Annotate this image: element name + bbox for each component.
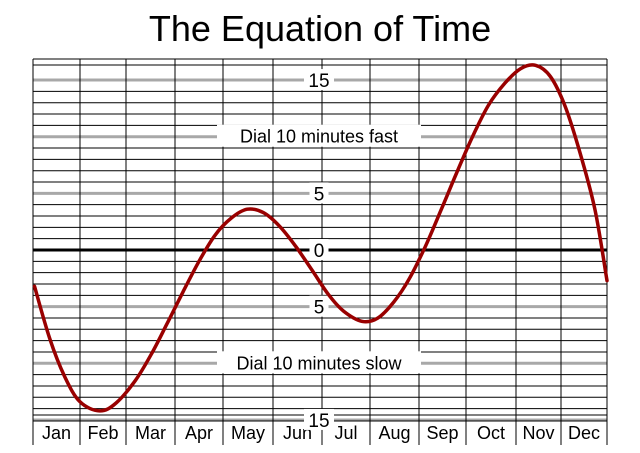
data-point bbox=[503, 82, 506, 85]
data-point bbox=[245, 208, 249, 211]
annotation-bg bbox=[217, 351, 421, 374]
data-point bbox=[326, 292, 330, 296]
data-point bbox=[605, 279, 609, 282]
data-point bbox=[579, 152, 582, 155]
data-point bbox=[33, 285, 36, 288]
month-label: Oct bbox=[477, 423, 505, 443]
annotation-label: Dial 10 minutes fast bbox=[240, 127, 398, 147]
data-point bbox=[549, 75, 552, 78]
data-point bbox=[311, 269, 314, 272]
month-label: Jan bbox=[42, 423, 71, 443]
data-point bbox=[134, 379, 137, 382]
month-label: Jul bbox=[334, 423, 357, 443]
data-point bbox=[48, 337, 51, 340]
tick-label-bg bbox=[309, 239, 329, 260]
y-tick-label: 15 bbox=[308, 411, 329, 432]
data-point bbox=[294, 245, 298, 248]
data-point bbox=[262, 211, 265, 214]
data-point bbox=[455, 171, 458, 175]
data-point bbox=[408, 277, 411, 280]
data-point bbox=[181, 290, 185, 294]
month-label: Feb bbox=[87, 423, 118, 443]
chart-title: The Equation of Time bbox=[148, 8, 492, 49]
data-point bbox=[98, 409, 101, 413]
data-point bbox=[229, 217, 233, 220]
month-label: Apr bbox=[185, 423, 213, 443]
tick-label-bg bbox=[309, 182, 329, 204]
tick-label-bg bbox=[304, 408, 334, 430]
data-point bbox=[534, 64, 537, 67]
annotations: Dial 10 minutes fast Dial 10 minutes slow bbox=[217, 124, 421, 374]
y-tick-label: 5 bbox=[314, 184, 325, 205]
data-point bbox=[197, 260, 201, 263]
month-label: May bbox=[231, 423, 265, 443]
data-point bbox=[392, 300, 395, 304]
data-point bbox=[376, 316, 380, 320]
data-point bbox=[78, 400, 82, 404]
data-point bbox=[114, 401, 118, 405]
annotation-label: Dial 10 minutes slow bbox=[236, 353, 402, 373]
data-point bbox=[165, 322, 169, 325]
data-point bbox=[63, 375, 67, 379]
data-point bbox=[424, 245, 427, 248]
data-point bbox=[342, 309, 345, 313]
tick-label-bg bbox=[309, 295, 329, 317]
data-point bbox=[471, 135, 474, 138]
y-tick-label: 15 bbox=[308, 71, 329, 92]
month-label: Aug bbox=[378, 423, 410, 443]
data-point bbox=[519, 67, 522, 70]
month-label: Dec bbox=[568, 423, 600, 443]
y-tick-labels: 15 5 0 5 15 bbox=[304, 69, 334, 432]
data-point bbox=[487, 103, 490, 107]
data-point bbox=[593, 209, 597, 212]
series-layer bbox=[32, 63, 609, 413]
data-point bbox=[439, 209, 443, 212]
data-point bbox=[361, 320, 364, 323]
annotation-bg bbox=[217, 124, 421, 147]
data-point bbox=[213, 234, 217, 237]
tick-label-bg bbox=[304, 69, 334, 91]
data-point bbox=[278, 225, 281, 228]
month-label: Mar bbox=[135, 423, 166, 443]
data-point bbox=[150, 353, 153, 356]
y-tick-label: 5 bbox=[314, 298, 325, 319]
month-label: Sep bbox=[426, 423, 458, 443]
month-label: Nov bbox=[522, 423, 554, 443]
y-tick-label: 0 bbox=[314, 241, 325, 262]
data-point bbox=[564, 106, 567, 109]
